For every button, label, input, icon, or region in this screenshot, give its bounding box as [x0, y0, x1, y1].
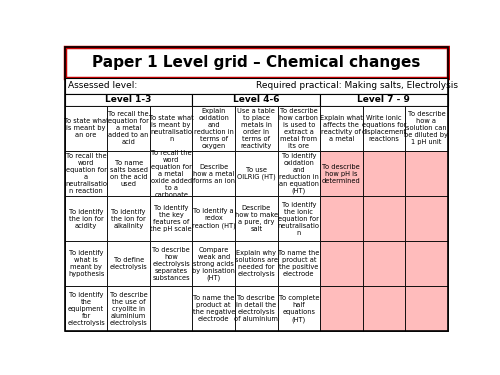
- Text: Explain what
affects the
reactivity of
a metal: Explain what affects the reactivity of a…: [320, 115, 363, 142]
- Bar: [65, 151, 108, 196]
- Bar: [65, 241, 108, 286]
- Bar: [235, 286, 278, 332]
- Bar: [65, 47, 448, 78]
- Text: To describe
how carbon
is used to
extract a
metal from
its ore: To describe how carbon is used to extrac…: [280, 108, 318, 149]
- Text: To identify
the key
features of
the pH scale: To identify the key features of the pH s…: [150, 205, 192, 232]
- Bar: [192, 241, 235, 286]
- Text: To name
salts based
on the acid
used: To name salts based on the acid used: [110, 160, 148, 187]
- Text: To describe
the use of
cryolite in
aluminium
electrolysis: To describe the use of cryolite in alumi…: [110, 292, 148, 326]
- Text: To identify
the
equipment
for
electrolysis: To identify the equipment for electrolys…: [67, 292, 105, 326]
- Text: Use a table
to place
metals in
order in
terms of
reactivity: Use a table to place metals in order in …: [238, 108, 275, 149]
- Text: Explain why
solutions are
needed for
electrolysis: Explain why solutions are needed for ele…: [235, 250, 278, 277]
- Bar: [320, 106, 362, 151]
- Bar: [405, 241, 448, 286]
- Text: Describe
how to make
a pure, dry
salt: Describe how to make a pure, dry salt: [234, 205, 278, 232]
- Text: To identify
the ionic
equation for
neutralisatio
n: To identify the ionic equation for neutr…: [278, 202, 320, 236]
- Bar: [405, 196, 448, 241]
- Text: To identify
oxidation
and
reduction in
an equation
(HT): To identify oxidation and reduction in a…: [279, 153, 319, 194]
- Text: To name the
product at
the negative
electrode: To name the product at the negative elec…: [192, 296, 235, 322]
- Bar: [320, 93, 448, 106]
- Text: To describe
how
electrolysis
separates
substances: To describe how electrolysis separates s…: [152, 247, 190, 281]
- Bar: [405, 106, 448, 151]
- Text: To complete
half
equations
(HT): To complete half equations (HT): [278, 295, 319, 322]
- Bar: [65, 286, 108, 332]
- Bar: [192, 286, 235, 332]
- Bar: [65, 106, 108, 151]
- Text: To identify
what is
meant by
hypothesis: To identify what is meant by hypothesis: [68, 250, 104, 277]
- Bar: [278, 106, 320, 151]
- Bar: [150, 151, 192, 196]
- Bar: [108, 106, 150, 151]
- Bar: [320, 286, 362, 332]
- Bar: [278, 241, 320, 286]
- Text: To use
OILRIG (HT): To use OILRIG (HT): [237, 167, 276, 180]
- Bar: [278, 151, 320, 196]
- Bar: [235, 151, 278, 196]
- Bar: [108, 241, 150, 286]
- Text: To define
electrolysis: To define electrolysis: [110, 257, 148, 270]
- Bar: [108, 196, 150, 241]
- Bar: [362, 106, 405, 151]
- Text: To state what
is meant by
an ore: To state what is meant by an ore: [64, 118, 108, 138]
- Text: Compare
weak and
strong acids
by ionisation
(HT): Compare weak and strong acids by ionisat…: [192, 246, 235, 281]
- Bar: [108, 151, 150, 196]
- Text: To identify
the ion for
acidity: To identify the ion for acidity: [68, 209, 104, 229]
- Bar: [362, 286, 405, 332]
- Text: Write ionic
equations for
displacement
reactions: Write ionic equations for displacement r…: [362, 115, 406, 142]
- Text: Explain
oxidation
and
reduction in
terms of
oxygen: Explain oxidation and reduction in terms…: [194, 108, 234, 149]
- Bar: [235, 241, 278, 286]
- Bar: [65, 78, 448, 93]
- Text: Assessed level:: Assessed level:: [68, 81, 137, 90]
- Bar: [192, 106, 235, 151]
- Bar: [278, 196, 320, 241]
- Text: Describe
how a metal
forms an ion: Describe how a metal forms an ion: [192, 164, 234, 183]
- Bar: [405, 151, 448, 196]
- Bar: [192, 196, 235, 241]
- Bar: [65, 196, 108, 241]
- Bar: [150, 196, 192, 241]
- Text: To identify
the ion for
alkalinity: To identify the ion for alkalinity: [112, 209, 146, 229]
- Text: Level 4-6: Level 4-6: [233, 95, 280, 104]
- Bar: [65, 93, 192, 106]
- Bar: [192, 151, 235, 196]
- Text: To recall the
word
equation for
a metal
oxide added
to a
carbonate: To recall the word equation for a metal …: [150, 150, 192, 198]
- Bar: [235, 106, 278, 151]
- Bar: [278, 286, 320, 332]
- Text: To describe
in detail the
electrolysis
of aluminium: To describe in detail the electrolysis o…: [234, 296, 278, 322]
- Bar: [150, 106, 192, 151]
- Text: Level 1-3: Level 1-3: [106, 95, 152, 104]
- Bar: [362, 151, 405, 196]
- Text: To name the
product at
the positive
electrode: To name the product at the positive elec…: [278, 250, 320, 277]
- Bar: [192, 93, 320, 106]
- Bar: [362, 196, 405, 241]
- Text: To recall the
equation for
a metal
added to an
acid: To recall the equation for a metal added…: [108, 111, 149, 146]
- Text: To describe
how pH is
determined: To describe how pH is determined: [322, 164, 360, 183]
- Text: Required practical: Making salts, Electrolysis: Required practical: Making salts, Electr…: [256, 81, 458, 90]
- Text: Level 7 - 9: Level 7 - 9: [358, 95, 410, 104]
- Bar: [150, 286, 192, 332]
- Bar: [405, 286, 448, 332]
- Text: To describe
how a
solution can
be diluted by
1 pH unit: To describe how a solution can be dilute…: [404, 111, 448, 146]
- Bar: [362, 241, 405, 286]
- Bar: [108, 286, 150, 332]
- Bar: [150, 241, 192, 286]
- Text: To identify a
redox
reaction (HT): To identify a redox reaction (HT): [192, 209, 236, 229]
- Text: Paper 1 Level grid – Chemical changes: Paper 1 Level grid – Chemical changes: [92, 55, 420, 70]
- Bar: [235, 196, 278, 241]
- Bar: [320, 151, 362, 196]
- Bar: [320, 241, 362, 286]
- Bar: [320, 196, 362, 241]
- Text: To state what
is meant by
neutralisatio
n: To state what is meant by neutralisatio …: [149, 115, 194, 142]
- Text: To recall the
word
equation for
a
neutralisatio
n reaction: To recall the word equation for a neutra…: [65, 153, 107, 194]
